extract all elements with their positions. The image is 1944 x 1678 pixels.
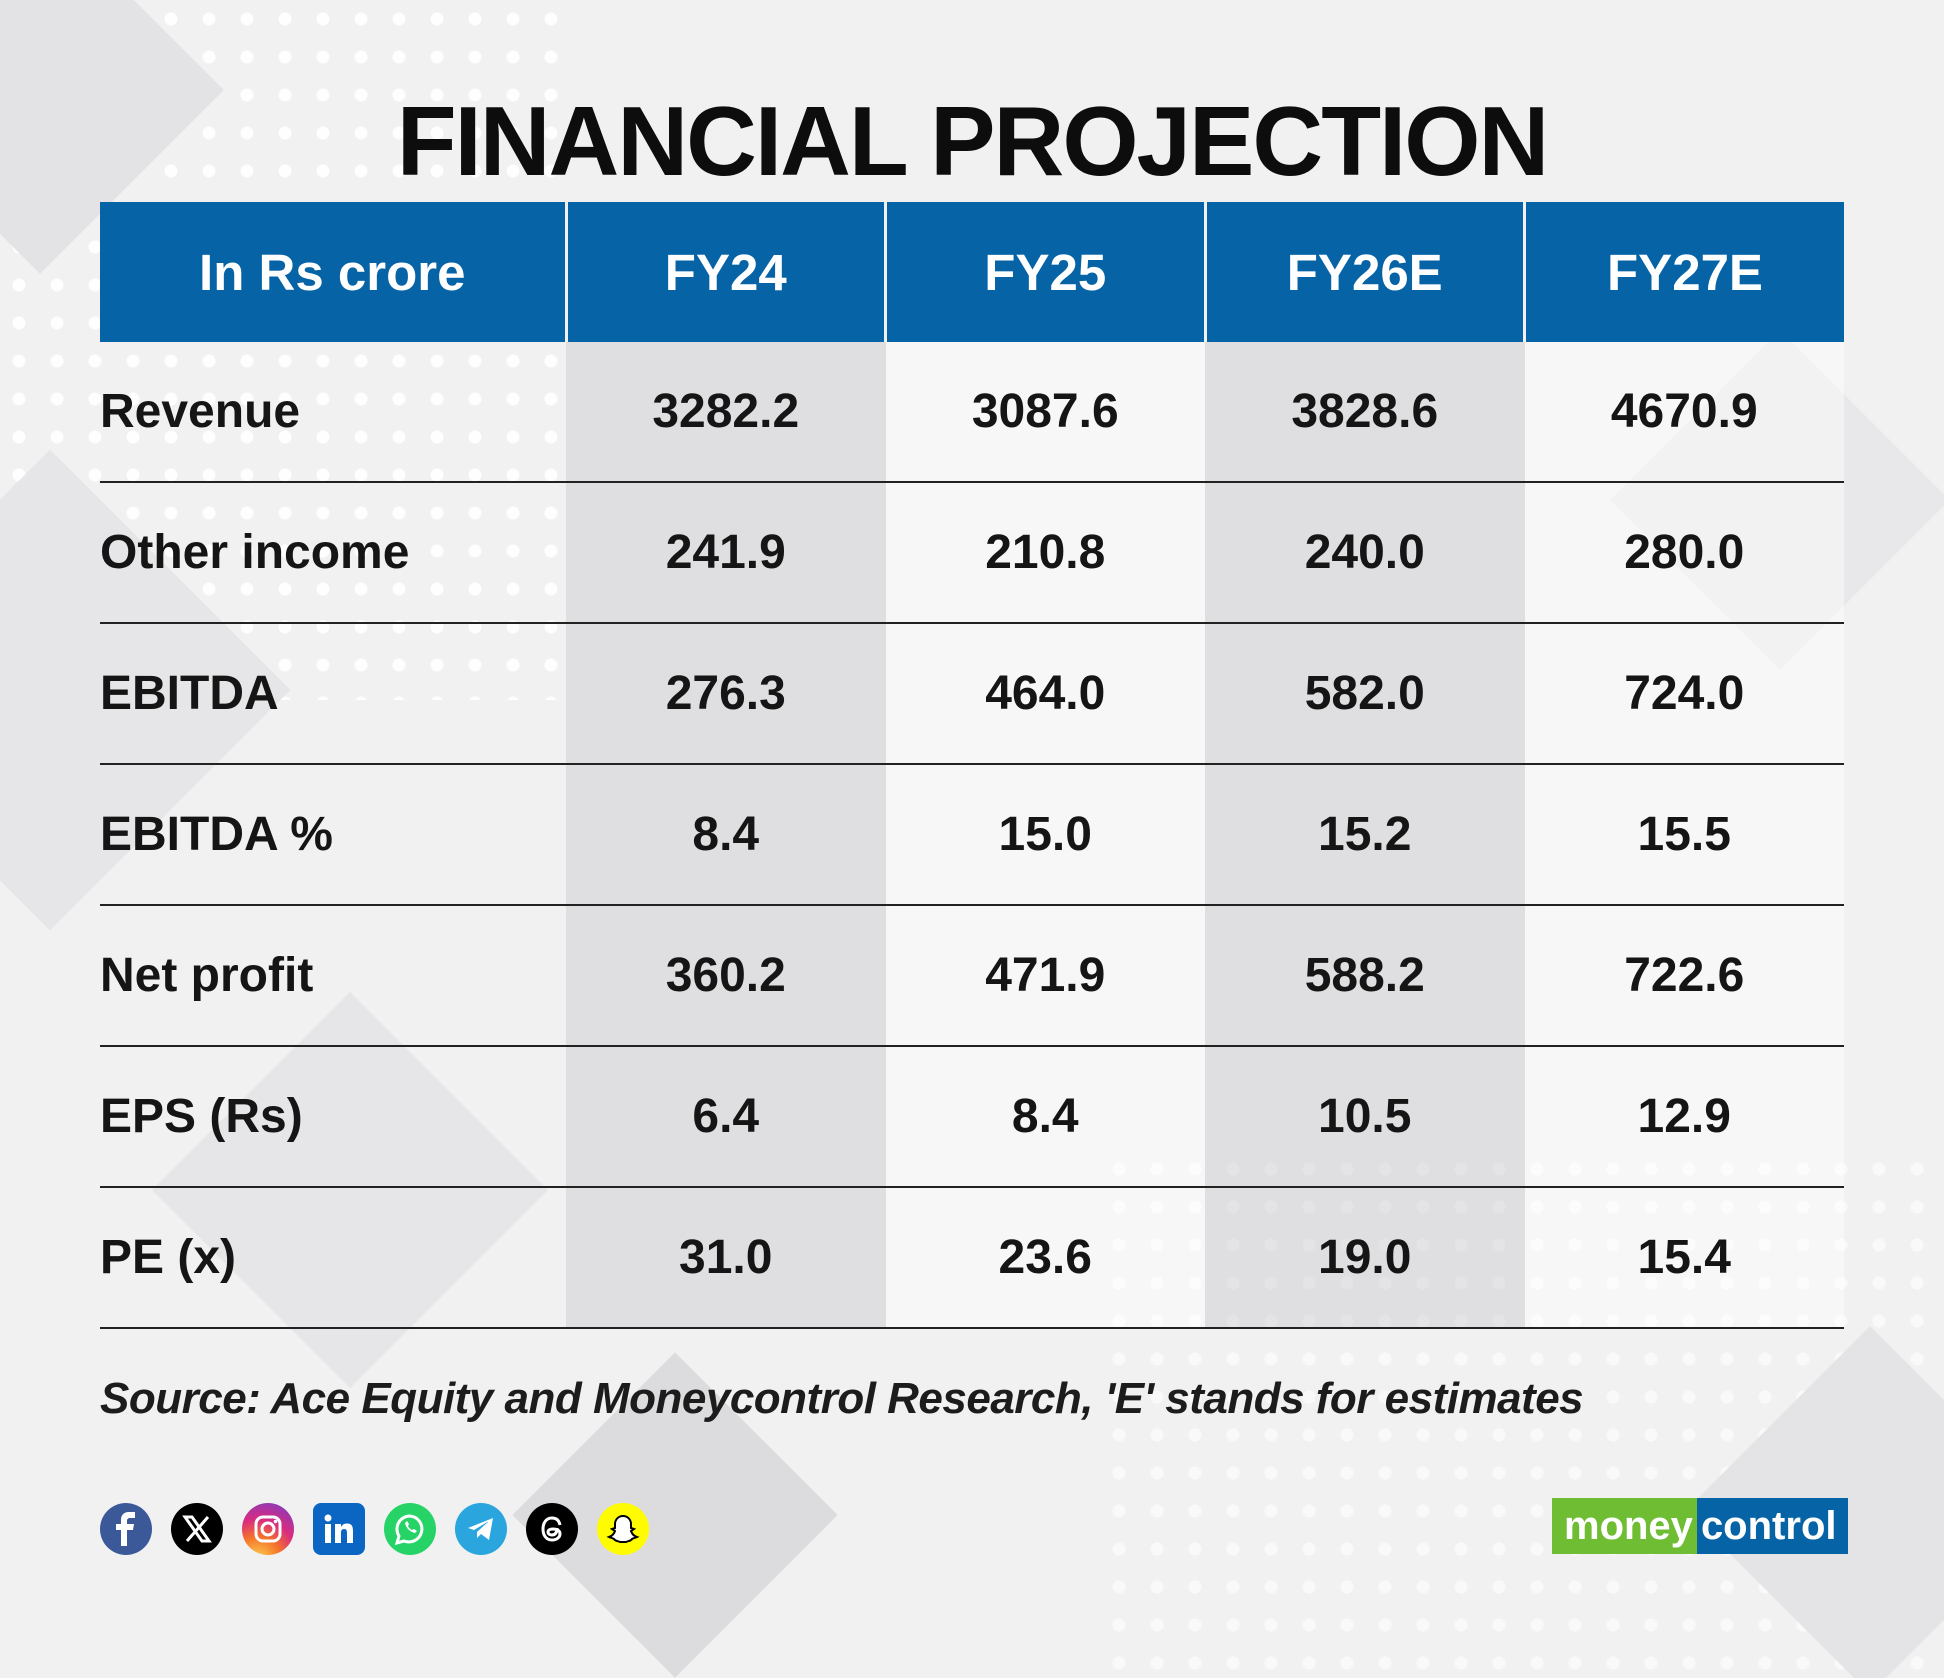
row-label: Net profit xyxy=(100,905,566,1047)
table-cell: 3282.2 xyxy=(566,342,886,483)
financial-table: In Rs crore FY24 FY25 FY26E FY27E Revenu… xyxy=(100,202,1844,1329)
table-row: Other income 241.9 210.8 240.0 280.0 xyxy=(100,482,1844,624)
table-cell: 8.4 xyxy=(885,1046,1205,1188)
table-row: EBITDA % 8.4 15.0 15.2 15.5 xyxy=(100,764,1844,906)
column-header: FY25 xyxy=(885,202,1207,342)
table-cell: 23.6 xyxy=(885,1187,1205,1329)
table-cell: 4670.9 xyxy=(1524,342,1844,483)
table-header-row: In Rs crore FY24 FY25 FY26E FY27E xyxy=(100,202,1844,342)
x-icon[interactable] xyxy=(171,1503,223,1555)
row-label: EBITDA xyxy=(100,623,566,765)
linkedin-icon[interactable] xyxy=(313,1503,365,1555)
table-cell: 8.4 xyxy=(566,764,886,906)
moneycontrol-logo: money control xyxy=(1552,1498,1849,1554)
table-cell: 280.0 xyxy=(1524,482,1844,624)
table-cell: 15.4 xyxy=(1524,1187,1844,1329)
row-label: EPS (Rs) xyxy=(100,1046,566,1188)
row-label: PE (x) xyxy=(100,1187,566,1329)
column-header: FY24 xyxy=(566,202,887,342)
logo-part-money: money xyxy=(1552,1498,1697,1554)
table-cell: 6.4 xyxy=(566,1046,886,1188)
social-icons xyxy=(100,1503,649,1555)
table-row: EBITDA 276.3 464.0 582.0 724.0 xyxy=(100,623,1844,765)
logo-part-control: control xyxy=(1696,1498,1849,1554)
snapchat-icon[interactable] xyxy=(597,1503,649,1555)
table-cell: 241.9 xyxy=(566,482,886,624)
table-row: Revenue 3282.2 3087.6 3828.6 4670.9 xyxy=(100,342,1844,483)
table-cell: 210.8 xyxy=(885,482,1205,624)
telegram-icon[interactable] xyxy=(455,1503,507,1555)
table-cell: 12.9 xyxy=(1524,1046,1844,1188)
table-cell: 471.9 xyxy=(885,905,1205,1047)
whatsapp-icon[interactable] xyxy=(384,1503,436,1555)
table-cell: 588.2 xyxy=(1205,905,1525,1047)
table-cell: 15.5 xyxy=(1524,764,1844,906)
table-cell: 31.0 xyxy=(566,1187,886,1329)
row-label: Revenue xyxy=(100,342,566,483)
table-row: Net profit 360.2 471.9 588.2 722.6 xyxy=(100,905,1844,1047)
table-cell: 464.0 xyxy=(885,623,1205,765)
table-row: PE (x) 31.0 23.6 19.0 15.4 xyxy=(100,1187,1844,1329)
row-label: Other income xyxy=(100,482,566,624)
row-label: EBITDA % xyxy=(100,764,566,906)
table-cell: 360.2 xyxy=(566,905,886,1047)
table-cell: 19.0 xyxy=(1205,1187,1525,1329)
column-header: FY26E xyxy=(1205,202,1526,342)
table-cell: 15.2 xyxy=(1205,764,1525,906)
table-cell: 3087.6 xyxy=(885,342,1205,483)
table-cell: 724.0 xyxy=(1524,623,1844,765)
threads-icon[interactable] xyxy=(526,1503,578,1555)
table-cell: 722.6 xyxy=(1524,905,1844,1047)
table-cell: 15.0 xyxy=(885,764,1205,906)
table-cell: 240.0 xyxy=(1205,482,1525,624)
column-header: FY27E xyxy=(1524,202,1844,342)
table-row: EPS (Rs) 6.4 8.4 10.5 12.9 xyxy=(100,1046,1844,1188)
facebook-icon[interactable] xyxy=(100,1503,152,1555)
table-cell: 3828.6 xyxy=(1205,342,1525,483)
source-note: Source: Ace Equity and Moneycontrol Rese… xyxy=(100,1374,1584,1423)
table-cell: 276.3 xyxy=(566,623,886,765)
table-cell: 582.0 xyxy=(1205,623,1525,765)
page-title: FINANCIAL PROJECTION xyxy=(396,86,1550,196)
column-header: In Rs crore xyxy=(100,202,568,342)
table-cell: 10.5 xyxy=(1205,1046,1525,1188)
instagram-icon[interactable] xyxy=(242,1503,294,1555)
